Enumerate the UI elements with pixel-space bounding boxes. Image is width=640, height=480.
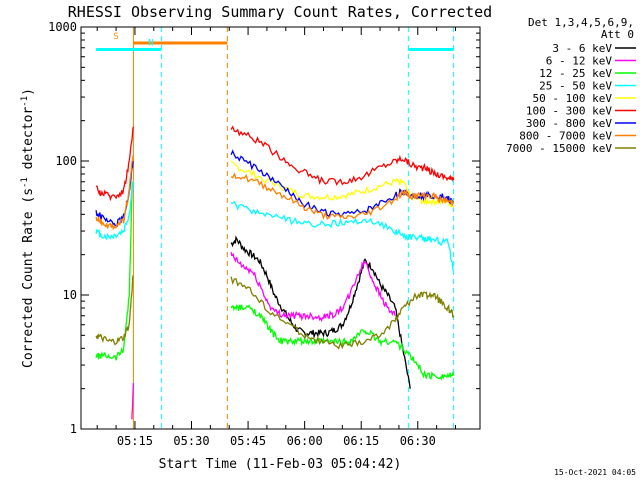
x-tick-label-1: 05:30	[173, 434, 209, 448]
legend-label-8: 7000 - 15000 keV	[506, 142, 612, 155]
plot-frame	[80, 26, 481, 430]
y-tick-label-0: 1	[70, 422, 77, 436]
series-line-1-segment-0	[131, 383, 135, 420]
y-axis-label-main: Corrected Count Rate (s	[21, 188, 36, 368]
detector-info-line-1: Det 1,3,4,5,6,9,	[528, 16, 634, 29]
y-tick-label-2: 100	[55, 154, 77, 168]
y-axis-label-end: )	[21, 88, 36, 96]
series-line-0-segment-0	[230, 235, 411, 389]
chart-title: RHESSI Observing Summary Count Rates, Co…	[68, 3, 492, 21]
series-line-7-segment-0	[95, 155, 134, 231]
legend-label-5: 100 - 300 keV	[526, 105, 612, 118]
x-tick-label-3: 06:00	[287, 434, 323, 448]
legend-label-4: 50 - 100 keV	[533, 92, 613, 105]
y-axis-label: Corrected Count Rate (s-1 detector-1)	[20, 88, 36, 368]
footer-timestamp: 15-Oct-2021 04:05	[554, 468, 636, 477]
x-axis-label: Start Time (11-Feb-03 05:04:42)	[159, 457, 402, 472]
y-axis-label-sup2: -1	[20, 96, 30, 107]
legend-label-0: 3 - 6 keV	[552, 42, 612, 55]
legend-label-1: 6 - 12 keV	[546, 55, 613, 68]
series-line-8-segment-1	[230, 276, 455, 350]
x-tick-label-2: 05:45	[230, 434, 266, 448]
y-axis-label-sup1: -1	[20, 177, 30, 188]
series-line-2-segment-1	[230, 304, 455, 381]
legend-label-3: 25 - 50 keV	[539, 80, 612, 93]
x-tick-label-0: 05:15	[117, 434, 153, 448]
series-line-3-segment-1	[231, 200, 455, 272]
legend-label-7: 800 - 7000 keV	[519, 130, 612, 143]
legend-label-2: 12 - 25 keV	[539, 67, 612, 80]
series-line-8-segment-0	[95, 275, 134, 346]
legend-label-6: 300 - 800 keV	[526, 117, 612, 130]
series-line-3-segment-0	[95, 181, 134, 241]
series-line-1-segment-1	[230, 251, 396, 322]
y-tick-label-3: 1000	[48, 20, 77, 34]
y-axis-label-mid: detector	[21, 107, 36, 178]
annotation-label-1: N	[148, 38, 153, 48]
series-line-2-segment-0	[95, 181, 133, 361]
series-line-5-segment-0	[95, 126, 135, 202]
series-line-5-segment-1	[230, 125, 455, 186]
x-tick-label-4: 06:15	[343, 434, 379, 448]
series-line-7-segment-1	[230, 172, 455, 220]
y-tick-label-1: 10	[63, 288, 77, 302]
annotation-label-0: S	[113, 32, 118, 42]
detector-info-line-2: Att 0	[601, 28, 634, 41]
x-tick-label-5: 06:30	[400, 434, 436, 448]
